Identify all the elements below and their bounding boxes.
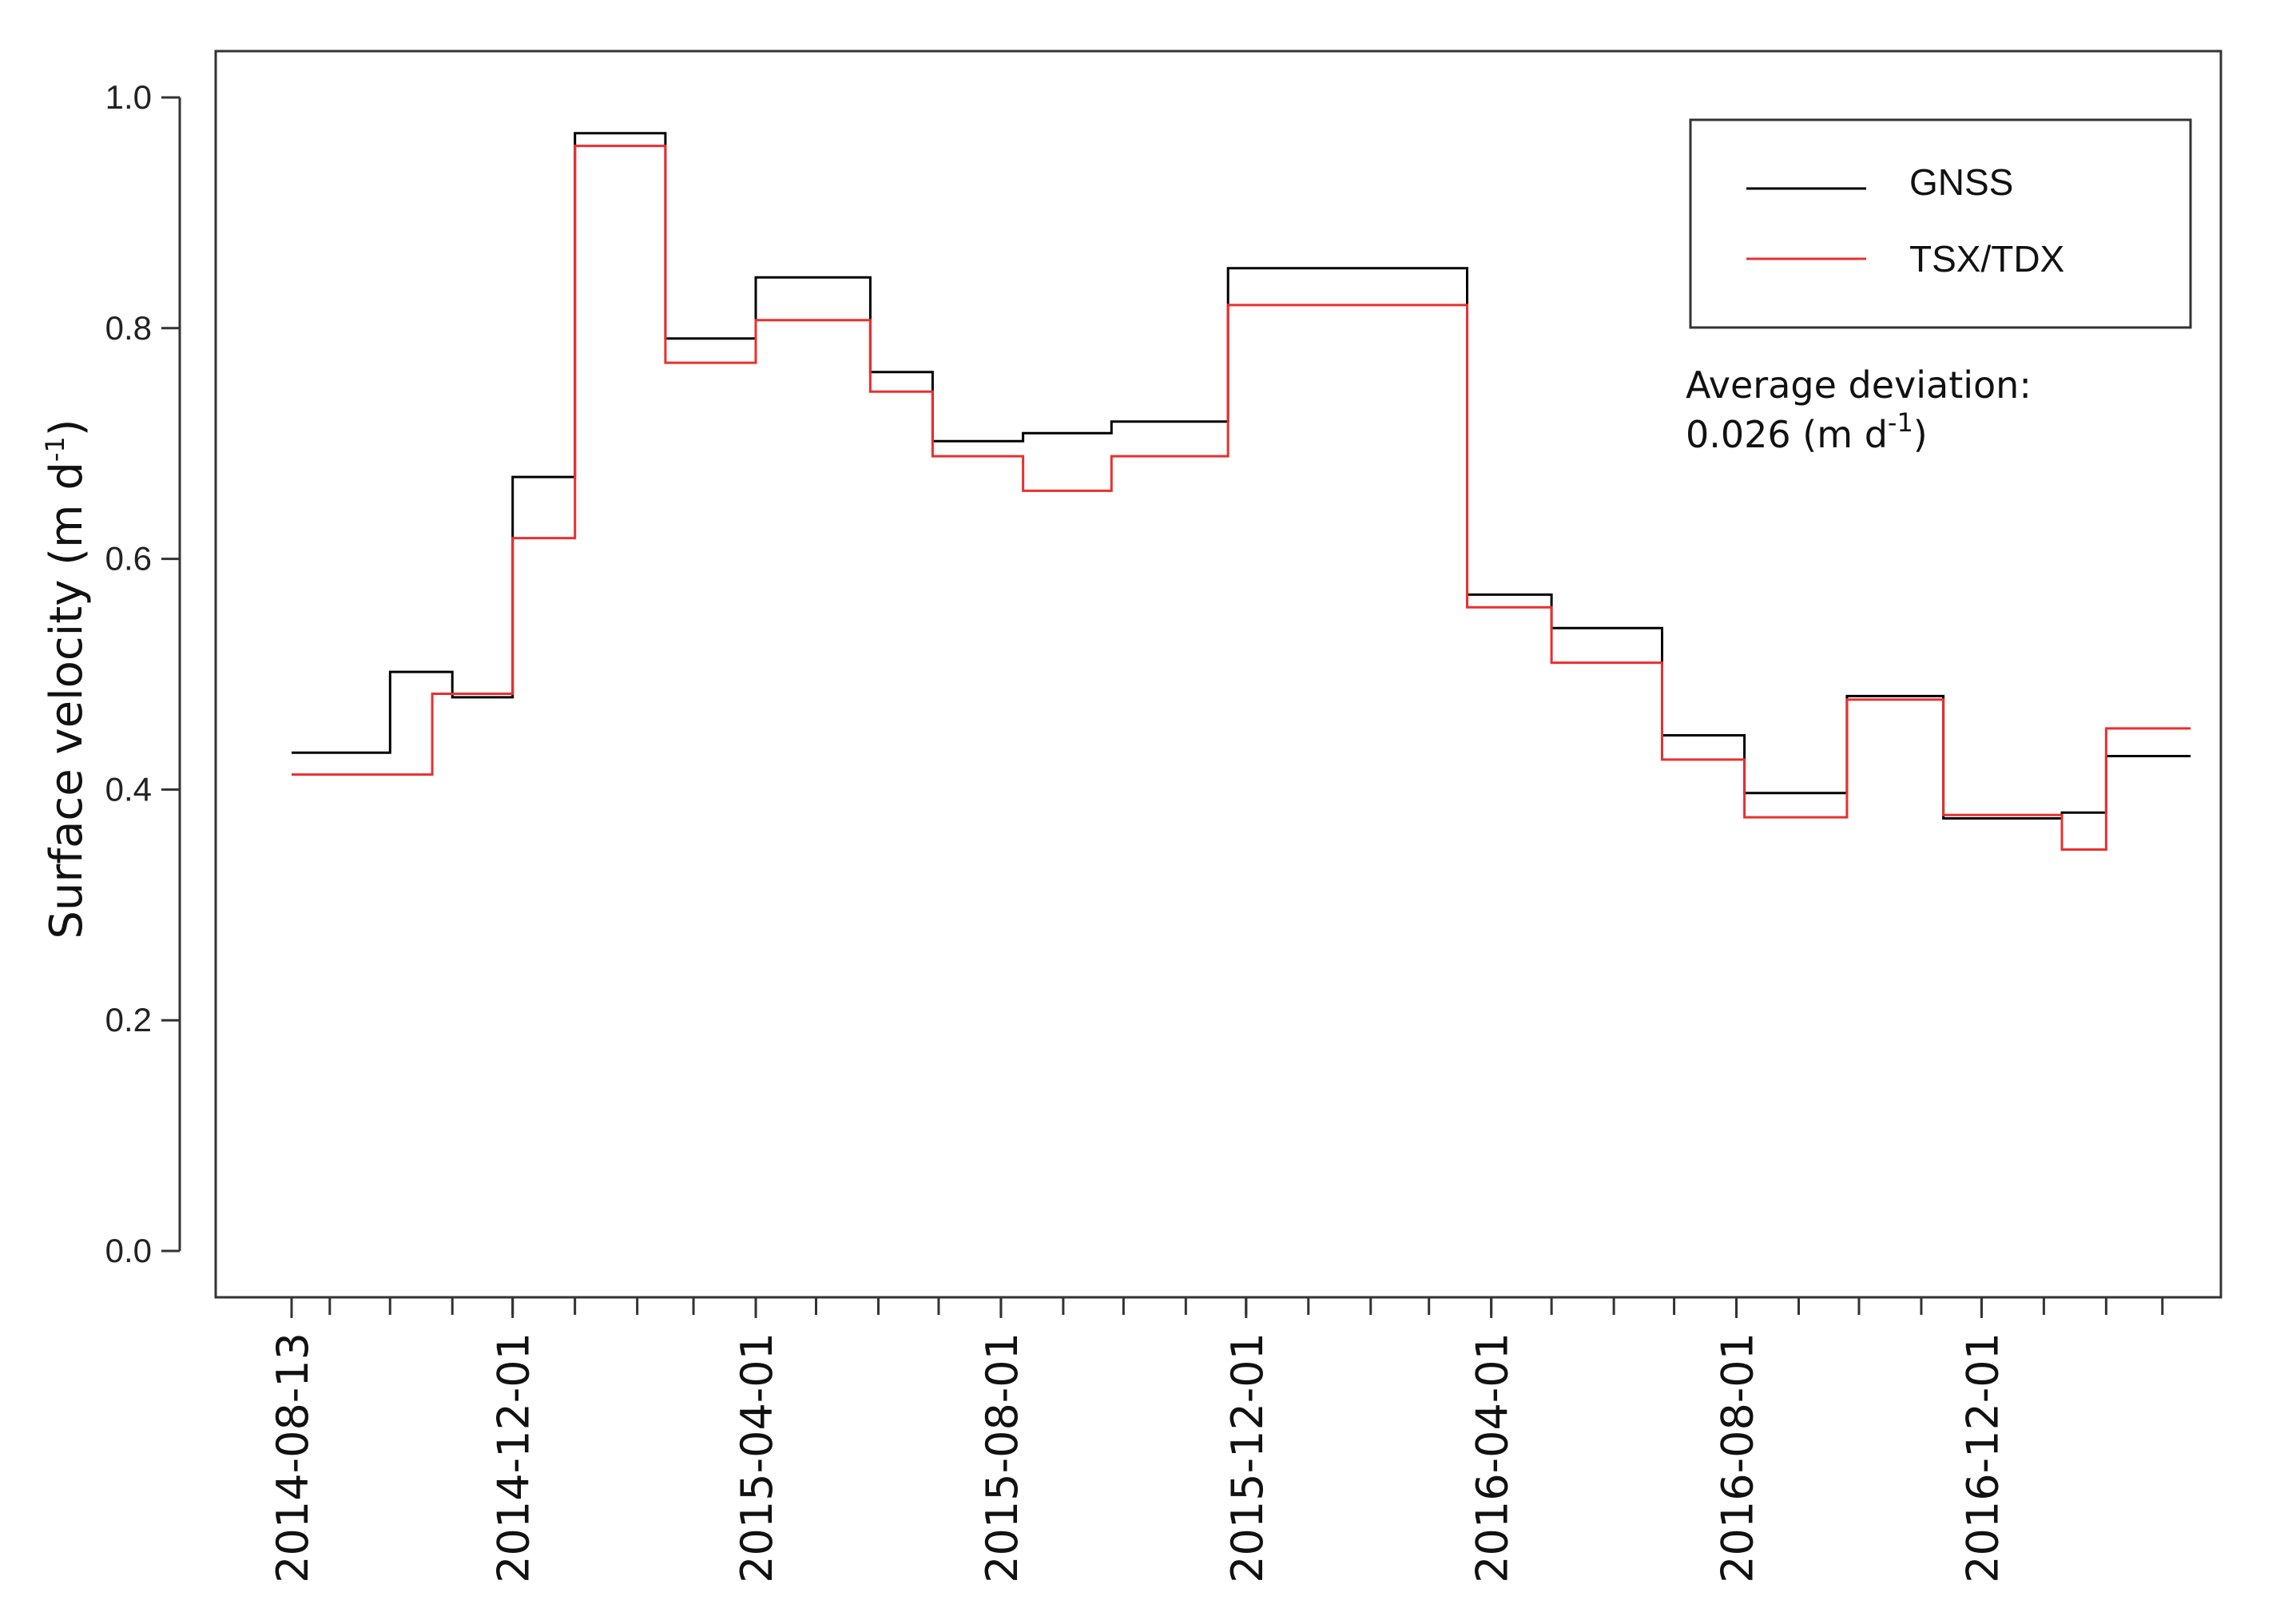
y-tick-label-1: 0.2 (105, 1001, 152, 1038)
annotation-line-2-superscript: -1 (1888, 407, 1913, 438)
x-tick-label-6: 2016-08-01 (1713, 1332, 1763, 1583)
y-tick-label-3: 0.6 (105, 540, 152, 578)
legend-box (1689, 118, 2192, 329)
x-tick-label-1: 2014-12-01 (489, 1332, 539, 1583)
x-tick-label-7: 2016-12-01 (1957, 1332, 2008, 1583)
legend: GNSS TSX/TDX (1689, 118, 2192, 329)
y-axis-title-suffix: ) (41, 419, 93, 436)
y-axis-title-superscript: -1 (40, 436, 70, 462)
x-ticks: 2014-08-13 2014-12-01 2015-04-01 2015-08-01… (268, 1297, 2164, 1583)
annotation-line-2-main: 0.026 (m d (1686, 413, 1888, 456)
x-tick-label-5: 2016-04-01 (1468, 1332, 1518, 1583)
legend-label-tsx-tdx: TSX/TDX (1909, 238, 2064, 280)
y-tick-label-5: 1.0 (105, 78, 152, 116)
annotation-line-2: 0.026 (m d-1) (1686, 407, 1928, 456)
series-line-tsx-tdx (292, 145, 2191, 851)
series-line-gnss (292, 132, 2191, 820)
y-tick-label-4: 0.8 (105, 309, 152, 347)
annotation: Average deviation: 0.026 (m d-1) (1686, 363, 2032, 456)
series-layer (292, 132, 2191, 851)
y-tick-label-2: 0.4 (105, 770, 152, 808)
annotation-line-2-suffix: ) (1913, 413, 1928, 456)
x-tick-label-4: 2015-12-01 (1222, 1332, 1273, 1583)
legend-label-gnss: GNSS (1909, 161, 2013, 203)
y-axis-title-main: Surface velocity (m d (41, 462, 93, 939)
y-tick-label-0: 0.0 (105, 1232, 152, 1269)
x-tick-label-3: 2015-08-01 (977, 1332, 1027, 1583)
annotation-line-1: Average deviation: (1686, 363, 2032, 407)
y-ticks: 0.0 0.2 0.4 0.6 0.8 1.0 (105, 78, 180, 1269)
y-axis-title: Surface velocity (m d-1) (40, 419, 93, 939)
y-axis: 0.0 0.2 0.4 0.6 0.8 1.0 (105, 78, 181, 1269)
x-tick-label-2: 2015-04-01 (732, 1332, 782, 1583)
x-tick-label-0: 2014-08-13 (268, 1332, 318, 1583)
x-axis: 2014-08-13 2014-12-01 2015-04-01 2015-08-01… (268, 1296, 2191, 1583)
